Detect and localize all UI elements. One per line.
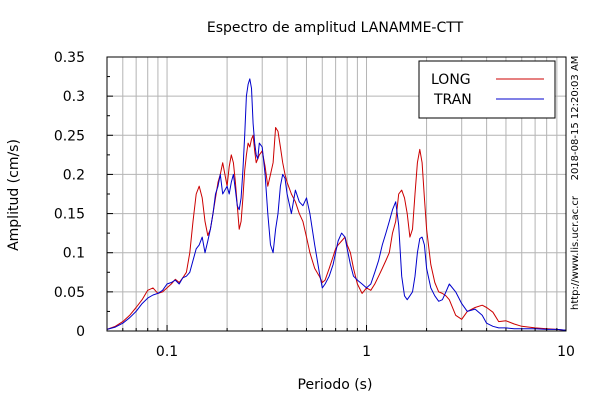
x-axis-label: Periodo (s) — [298, 377, 373, 393]
legend-box — [418, 60, 556, 119]
y-axis-label: Amplitud (cm/s) — [6, 139, 22, 251]
y-tick-label: 0.25 — [54, 128, 85, 144]
x-tick-label: 0.1 — [156, 344, 178, 360]
plot-frame — [106, 56, 567, 332]
chart-legend: LONG TRAN — [418, 60, 556, 119]
y-tick-label: 0.1 — [63, 246, 85, 262]
chart-axes: 0.1 1 10 0 0.05 0.1 0.15 0.2 0.25 0.3 0.35 — [54, 50, 575, 360]
y-tick-label: 0.35 — [54, 50, 85, 66]
x-tick-label: 10 — [557, 344, 575, 360]
y-tick-label: 0 — [76, 324, 85, 340]
x-tick-label: 1 — [362, 344, 371, 360]
chart-title: Espectro de amplitud LANAMME-CTT — [207, 20, 464, 36]
source-url-text: http://www.lis.ucr.ac.cr — [570, 195, 581, 310]
y-tick-label: 0.05 — [54, 285, 85, 301]
legend-label-long: LONG — [431, 72, 471, 88]
series-line-long — [106, 127, 567, 331]
y-tick-label: 0.3 — [63, 89, 85, 105]
legend-label-tran: TRAN — [433, 92, 472, 108]
series-line-tran — [106, 78, 567, 331]
y-tick-label: 0.2 — [63, 167, 85, 183]
plot-area — [106, 78, 567, 331]
y-tick-label: 0.15 — [54, 207, 85, 223]
timestamp-text: 2018-08-15 12:20:03 AM — [570, 56, 581, 181]
